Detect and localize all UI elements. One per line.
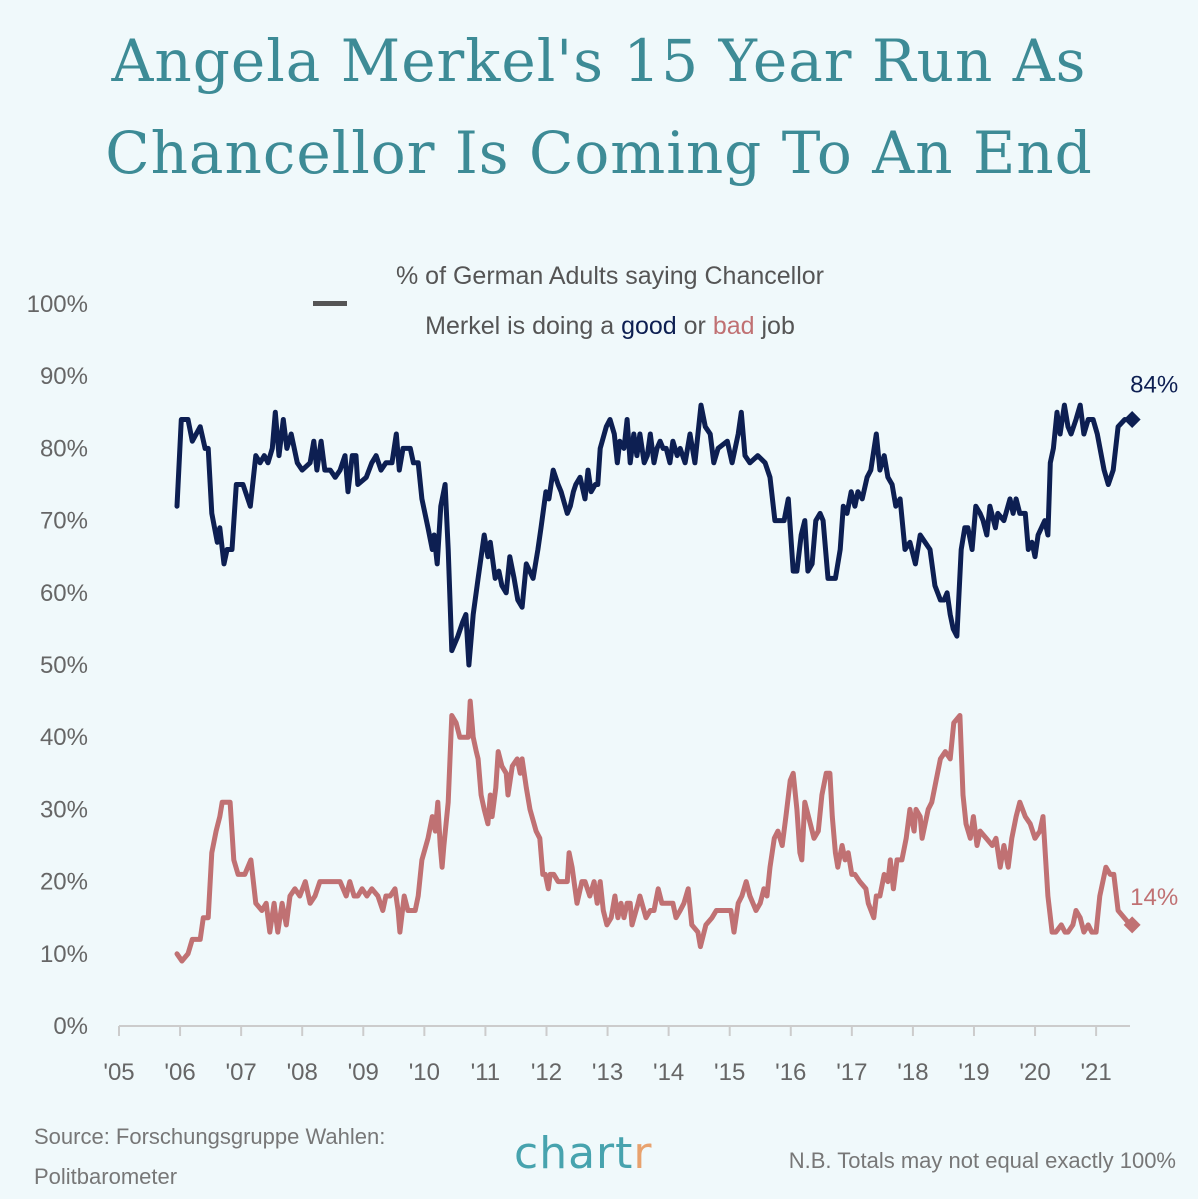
x-tick-label: '08 <box>287 1059 318 1086</box>
y-tick-label: 90% <box>40 363 88 390</box>
y-tick-label: 80% <box>40 435 88 462</box>
legend-bad-word: bad <box>712 312 755 340</box>
good-series-line <box>174 402 1128 668</box>
legend-text: Merkel is doing a <box>425 312 622 340</box>
legend-text: or <box>676 312 713 340</box>
y-tick-label: 50% <box>40 652 88 679</box>
bad-end-label: 14% <box>1130 884 1178 911</box>
chartr-logo: chartr <box>514 1128 652 1179</box>
x-tick-label: '12 <box>531 1059 562 1086</box>
legend-good-word: good <box>621 312 677 340</box>
x-tick-label: '14 <box>653 1059 684 1086</box>
x-tick-label: '13 <box>592 1059 623 1086</box>
good-end-marker <box>1123 411 1141 429</box>
bad-end-marker <box>1123 916 1141 934</box>
x-tick-label: '15 <box>714 1059 745 1086</box>
x-tick-label: '05 <box>103 1059 134 1086</box>
x-tick-label: '10 <box>409 1059 440 1086</box>
y-tick-label: 100% <box>27 291 88 318</box>
y-tick-label: 70% <box>40 508 88 535</box>
chart-title-line1: Angela Merkel's 15 Year Run As <box>111 27 1087 95</box>
chart-title-line2: Chancellor Is Coming To An End <box>105 119 1093 187</box>
y-tick-label: 0% <box>53 1013 88 1040</box>
legend-line2: Merkel is doing a good or bad job <box>300 312 920 341</box>
y-tick-label: 20% <box>40 869 88 896</box>
x-tick-label: '09 <box>348 1059 379 1086</box>
x-tick-label: '16 <box>775 1059 806 1086</box>
x-tick-label: '20 <box>1019 1059 1050 1086</box>
x-tick-label: '19 <box>958 1059 989 1086</box>
legend-swatch <box>313 301 347 306</box>
logo-text: chart <box>514 1128 634 1179</box>
y-tick-label: 30% <box>40 796 88 823</box>
good-end-label: 84% <box>1130 372 1178 399</box>
legend-text: job <box>754 312 795 340</box>
x-tick-label: '18 <box>897 1059 928 1086</box>
source-line2: Politbarometer <box>34 1164 178 1189</box>
legend-line1: % of German Adults saying Chancellor <box>396 262 824 290</box>
bad-series-line <box>174 698 1133 964</box>
y-tick-label: 60% <box>40 580 88 607</box>
x-tick-label: '07 <box>225 1059 256 1086</box>
logo-text-end: r <box>633 1128 653 1179</box>
footnote: N.B. Totals may not equal exactly 100% <box>788 1148 1176 1173</box>
x-tick-label: '11 <box>471 1059 501 1086</box>
source-line1: Source: Forschungsgruppe Wahlen: <box>34 1124 386 1149</box>
x-tick-label: '17 <box>836 1059 867 1086</box>
y-tick-label: 40% <box>40 724 88 751</box>
x-tick-label: '21 <box>1080 1059 1111 1086</box>
y-tick-label: 10% <box>40 941 88 968</box>
x-tick-label: '06 <box>164 1059 195 1086</box>
